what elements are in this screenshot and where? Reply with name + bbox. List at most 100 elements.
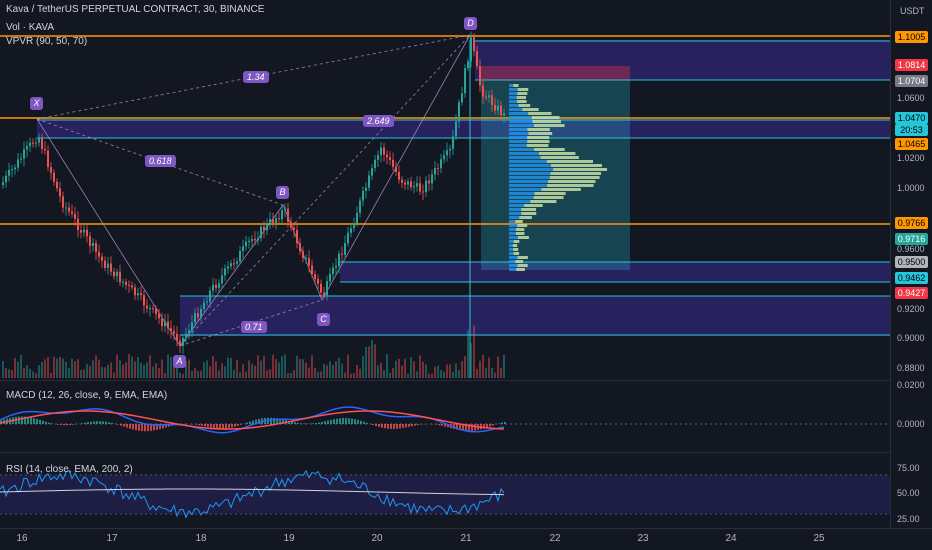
- candle-body: [302, 251, 304, 259]
- volume-bar: [362, 356, 364, 378]
- volume-bar: [212, 356, 214, 378]
- price-tag: 0.9766: [895, 217, 928, 229]
- pattern-point-x[interactable]: X: [30, 97, 43, 110]
- candle-body: [113, 271, 115, 277]
- candle-body: [455, 121, 457, 137]
- candle-body: [233, 263, 235, 265]
- profile-row-down: [512, 244, 518, 247]
- fib-ratio-label[interactable]: 2.649: [363, 115, 394, 127]
- price-tag: 1.0704: [895, 75, 928, 87]
- candle-body: [122, 281, 124, 283]
- macd-histogram-bar: [231, 424, 233, 428]
- macd-label[interactable]: MACD (12, 26, close, 9, EMA, EMA): [6, 390, 168, 401]
- candle-body: [11, 169, 13, 171]
- macd-histogram-bar: [27, 416, 29, 424]
- candle-body: [290, 221, 292, 228]
- macd-histogram-bar: [474, 424, 476, 431]
- macd-histogram-bar: [60, 424, 62, 426]
- volume-bar: [296, 355, 298, 378]
- macd-histogram-bar: [297, 422, 299, 424]
- macd-histogram-bar: [165, 424, 167, 428]
- profile-row-down: [516, 96, 526, 99]
- macd-histogram-bar: [129, 424, 131, 429]
- volume-indicator-label[interactable]: Vol · KAVA: [6, 22, 54, 33]
- profile-row-up: [509, 240, 514, 243]
- profile-row-down: [517, 256, 528, 259]
- volume-bar: [257, 355, 259, 378]
- volume-bar: [155, 363, 157, 378]
- profile-row-up: [509, 176, 550, 179]
- macd-histogram-bar: [486, 424, 488, 428]
- candle-body: [116, 271, 118, 277]
- profile-row-up: [509, 116, 532, 119]
- time-axis-label: 20: [371, 533, 383, 544]
- volume-bar: [425, 364, 427, 378]
- volume-bar: [152, 366, 154, 378]
- candle-body: [500, 105, 502, 116]
- candle-body: [32, 142, 34, 144]
- volume-bar: [233, 369, 235, 378]
- volume-bar: [188, 359, 190, 378]
- macd-histogram-bar: [318, 422, 320, 424]
- macd-histogram-bar: [402, 424, 404, 428]
- vpvr-indicator-label[interactable]: VPVR (90, 50, 70): [6, 36, 88, 47]
- volume-bar: [308, 367, 310, 378]
- macd-histogram-bar: [108, 422, 110, 424]
- profile-row-down: [547, 180, 596, 183]
- volume-bar: [38, 365, 40, 378]
- time-axis-label: 17: [106, 533, 118, 544]
- candle-body: [215, 284, 217, 288]
- macd-histogram-bar: [99, 421, 101, 424]
- volume-bar: [248, 360, 250, 378]
- macd-histogram-bar: [159, 424, 161, 430]
- profile-row-down: [534, 148, 565, 151]
- pattern-point-b[interactable]: B: [276, 186, 289, 199]
- volume-bar: [356, 364, 358, 378]
- fib-ratio-label[interactable]: 1.34: [243, 71, 269, 83]
- volume-bar: [53, 356, 55, 378]
- volume-bar: [386, 354, 388, 378]
- pattern-point-c[interactable]: C: [317, 313, 330, 326]
- candle-body: [398, 171, 400, 180]
- candle-body: [467, 61, 469, 69]
- candle-body: [335, 266, 337, 268]
- candle-body: [374, 159, 376, 169]
- volume-bar: [395, 360, 397, 378]
- candle-body: [164, 321, 166, 327]
- pattern-point-a[interactable]: A: [173, 355, 186, 368]
- rsi-label[interactable]: RSI (14, close, EMA, 200, 2): [6, 464, 133, 475]
- profile-row-down: [528, 132, 553, 135]
- volume-bar: [290, 372, 292, 378]
- candle-body: [155, 308, 157, 314]
- rsi-axis-label: 75.00: [897, 463, 920, 473]
- profile-row-up: [509, 188, 542, 191]
- macd-histogram-bar: [501, 422, 503, 424]
- profile-row-up: [509, 92, 518, 95]
- long-position-target: [481, 81, 630, 270]
- macd-histogram-bar: [87, 422, 89, 424]
- candle-body: [110, 263, 112, 272]
- pattern-point-d[interactable]: D: [464, 17, 477, 30]
- macd-histogram-bar: [237, 424, 239, 426]
- price-axis-label: 0.9600: [897, 244, 925, 254]
- candle-body: [200, 309, 202, 318]
- candle-body: [167, 321, 169, 329]
- candle-body: [359, 200, 361, 213]
- fib-ratio-label[interactable]: 0.618: [145, 155, 176, 167]
- volume-bar: [98, 359, 100, 378]
- macd-histogram-bar: [405, 424, 407, 428]
- profile-row-up: [509, 160, 547, 163]
- candle-body: [92, 243, 94, 246]
- profile-row-down: [521, 212, 537, 215]
- macd-histogram-bar: [414, 424, 416, 426]
- volume-bar: [161, 359, 163, 378]
- fib-ratio-label[interactable]: 0.71: [241, 321, 267, 333]
- volume-bar: [314, 367, 316, 378]
- candle-body: [407, 181, 409, 185]
- macd-histogram-bar: [411, 424, 413, 427]
- profile-row-up: [509, 248, 514, 251]
- signal-line: [0, 410, 505, 430]
- volume-bar: [236, 360, 238, 378]
